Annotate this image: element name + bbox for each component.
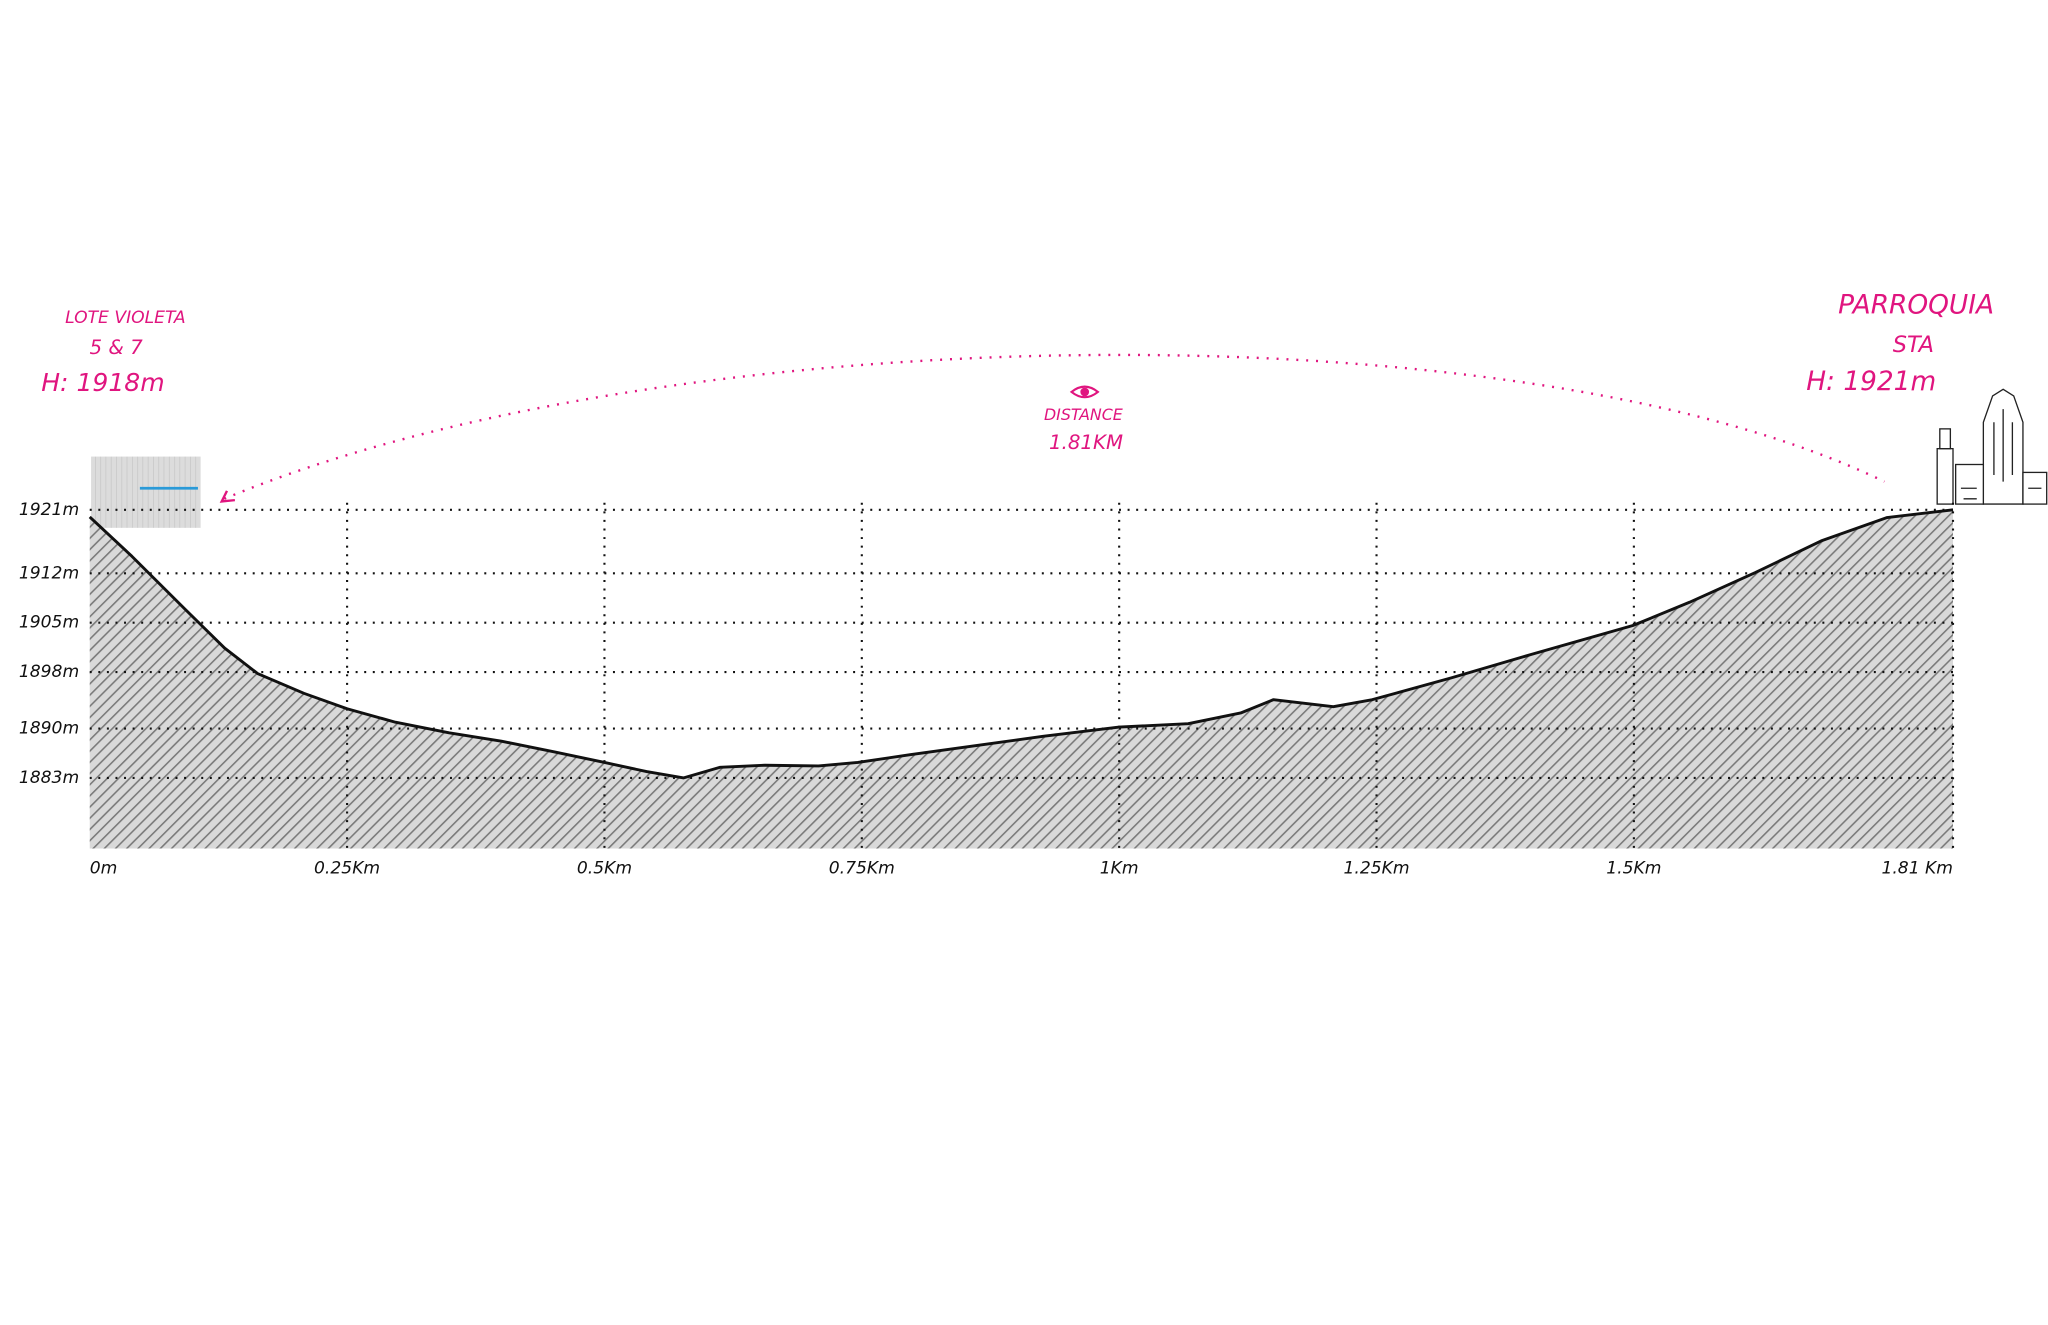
start-thumbnail <box>91 456 201 528</box>
x-tick-label: 0.75Km <box>829 858 895 878</box>
end-label: STA <box>1893 332 1934 358</box>
plot: 1921m 1912m 1905m 1898m 1890m 1883m 0m 0.25Km 0.… <box>19 291 2048 878</box>
start-label: 5 & 7 <box>90 336 144 359</box>
y-tick-label: 1883m <box>19 768 79 788</box>
y-tick-label: 1905m <box>19 613 79 633</box>
y-tick-label: 1890m <box>19 719 79 739</box>
arc-arrow <box>219 490 236 503</box>
distance-arc <box>223 353 1885 500</box>
y-tick-label: 1898m <box>19 662 79 682</box>
distance-label: DISTANCE <box>1044 405 1123 424</box>
elevation-area <box>89 509 1954 849</box>
y-tick-label: 1921m <box>19 500 79 520</box>
start-label: LOTE VIOLETA <box>65 308 186 328</box>
elevation-line <box>88 508 1954 780</box>
x-tick-label: 1.25Km <box>1343 858 1409 878</box>
distance-label: 1.81KM <box>1049 431 1123 454</box>
x-tick-label: 0m <box>90 858 118 878</box>
x-tick-label: 1.81 Km <box>1881 858 1953 878</box>
end-label: PARROQUIA <box>1838 291 1994 321</box>
y-tick-label: 1912m <box>19 563 79 583</box>
x-tick-label: 1.5Km <box>1606 858 1661 878</box>
end-label: H: 1921m <box>1806 367 1936 397</box>
x-tick-label: 1Km <box>1100 858 1139 878</box>
eye-icon <box>1069 385 1100 399</box>
x-tick-label: 0.5Km <box>577 858 632 878</box>
church-sketch <box>1936 388 2048 505</box>
start-label: H: 1918m <box>41 368 164 397</box>
x-tick-label: 0.25Km <box>314 858 380 878</box>
